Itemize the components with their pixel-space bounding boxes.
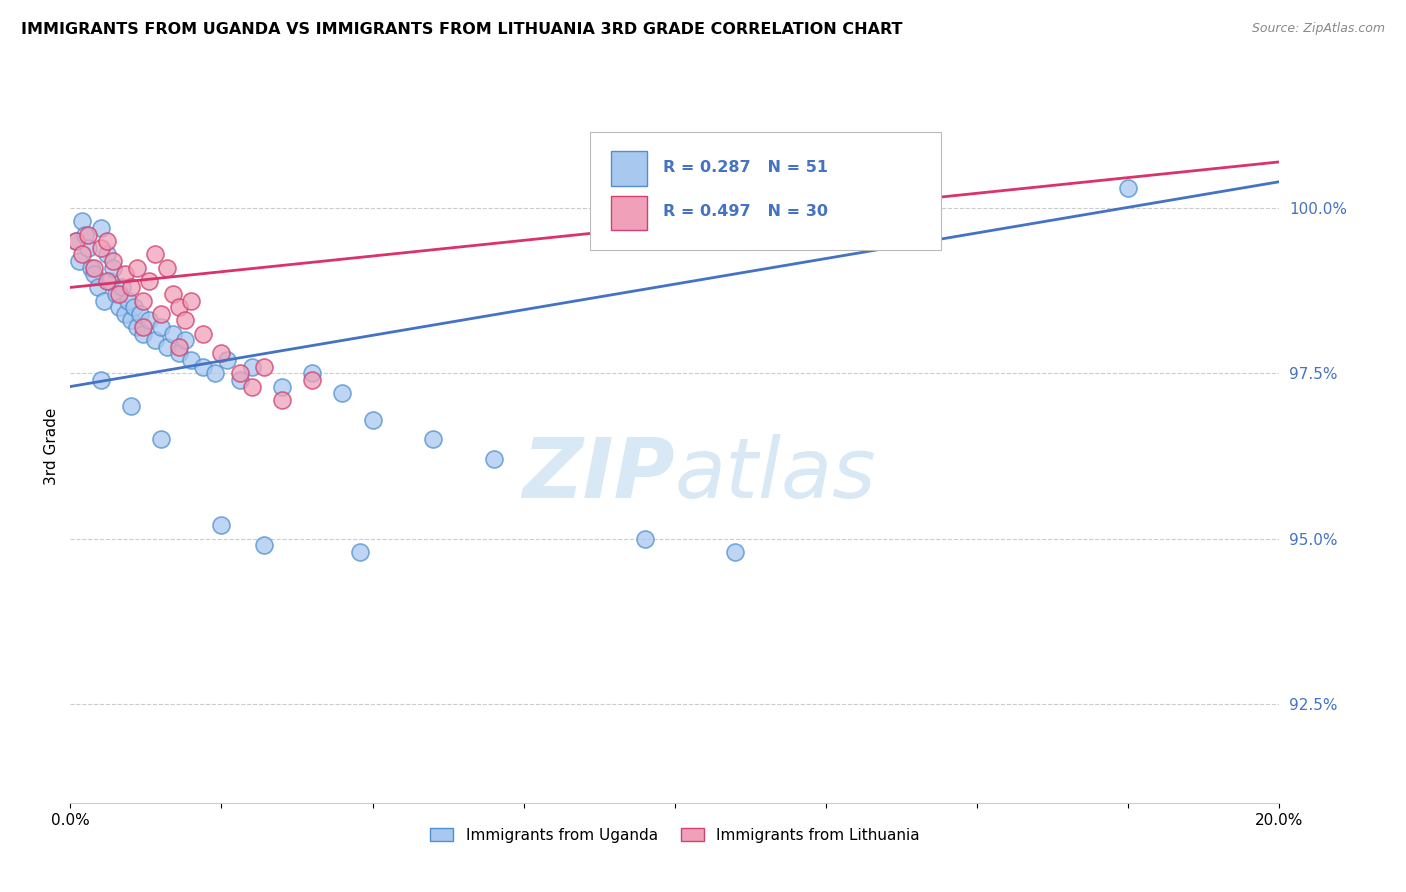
Point (75, 227, 97, 242)
Point (90, 241, 111, 255)
Point (77, 241, 100, 255)
Point (724, 545, 747, 559)
Point (120, 280, 142, 294)
Bar (610, 152, 647, 186)
Point (111, 280, 134, 294)
Point (167, 300, 190, 314)
Point (422, 433, 444, 447)
Point (228, 373, 250, 387)
Point (96, 274, 118, 288)
Point (132, 326, 155, 341)
Point (150, 320, 173, 334)
Point (125, 260, 148, 275)
Point (107, 300, 129, 314)
Point (90, 373, 111, 387)
Legend: Immigrants from Uganda, Immigrants from Lithuania: Immigrants from Uganda, Immigrants from … (425, 822, 925, 848)
Point (114, 307, 136, 321)
Point (132, 320, 155, 334)
Point (90, 221, 111, 235)
Point (174, 313, 197, 327)
Point (120, 400, 142, 414)
Point (349, 545, 371, 559)
Point (193, 326, 215, 341)
Point (332, 386, 354, 401)
Point (96, 234, 118, 248)
Point (72, 214, 94, 228)
Point (301, 373, 323, 387)
Point (253, 538, 276, 552)
Text: IMMIGRANTS FROM UGANDA VS IMMIGRANTS FROM LITHUANIA 3RD GRADE CORRELATION CHART: IMMIGRANTS FROM UGANDA VS IMMIGRANTS FRO… (21, 22, 903, 37)
Point (83, 267, 105, 281)
Point (120, 313, 142, 327)
Point (162, 287, 184, 301)
Point (65, 234, 87, 248)
Point (167, 340, 190, 354)
Point (270, 379, 294, 393)
Text: ZIP: ZIP (522, 434, 675, 515)
Point (240, 359, 263, 374)
Bar (610, 196, 647, 230)
Point (180, 293, 202, 308)
Point (253, 359, 276, 374)
Point (98, 274, 121, 288)
Point (132, 293, 155, 308)
Point (122, 300, 145, 314)
Y-axis label: 3rd Grade: 3rd Grade (44, 408, 59, 484)
Point (211, 518, 233, 533)
Point (633, 532, 655, 546)
Point (174, 333, 197, 347)
Text: Source: ZipAtlas.com: Source: ZipAtlas.com (1251, 22, 1385, 36)
Point (125, 320, 148, 334)
Point (117, 293, 139, 308)
Point (156, 340, 179, 354)
Point (72, 247, 94, 261)
Point (193, 359, 215, 374)
Point (211, 346, 233, 360)
Point (138, 313, 160, 327)
Point (86, 280, 108, 294)
Point (167, 346, 190, 360)
Point (65, 234, 87, 248)
Point (150, 307, 173, 321)
Point (162, 326, 184, 341)
Point (128, 307, 150, 321)
Point (101, 260, 124, 275)
Point (240, 379, 263, 393)
Point (67, 254, 90, 268)
Point (270, 392, 294, 407)
Point (150, 433, 173, 447)
Point (143, 333, 166, 347)
Point (96, 247, 118, 261)
Point (77, 227, 100, 242)
Point (361, 412, 384, 426)
Point (138, 274, 160, 288)
Point (114, 267, 136, 281)
Point (104, 287, 127, 301)
Point (80, 260, 103, 275)
Text: R = 0.287   N = 51: R = 0.287 N = 51 (662, 161, 828, 175)
Point (180, 353, 202, 368)
Text: R = 0.497   N = 30: R = 0.497 N = 30 (662, 204, 828, 219)
Point (143, 247, 166, 261)
Point (204, 367, 226, 381)
Point (482, 452, 505, 467)
Point (93, 293, 115, 308)
Point (217, 353, 239, 368)
Point (83, 260, 105, 275)
Point (1118, 181, 1140, 195)
Point (228, 367, 250, 381)
Point (107, 287, 129, 301)
Point (101, 254, 124, 268)
Point (301, 367, 323, 381)
Point (156, 260, 179, 275)
FancyBboxPatch shape (591, 132, 941, 250)
Text: atlas: atlas (675, 434, 876, 515)
